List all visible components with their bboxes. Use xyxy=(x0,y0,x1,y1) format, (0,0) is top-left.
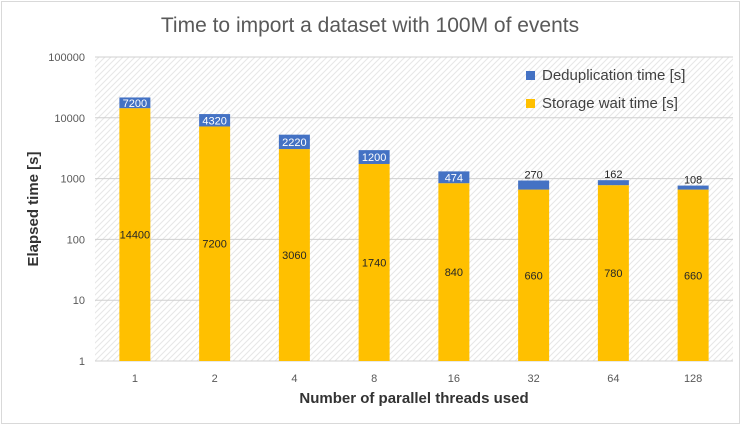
bar-deduplication xyxy=(119,97,151,109)
data-label-deduplication: 162 xyxy=(604,169,622,181)
data-label-storage-wait: 660 xyxy=(524,270,542,282)
data-label-storage-wait: 1740 xyxy=(362,257,386,269)
y-tick-labels: 1 10 100 1000 10000 100000 xyxy=(48,52,85,368)
y-tick-label: 1000 xyxy=(61,174,85,186)
bar-storage-wait xyxy=(278,149,310,361)
legend-label: Storage wait time [s] xyxy=(542,95,678,112)
bar-storage-wait xyxy=(438,183,470,361)
legend-label: Deduplication time [s] xyxy=(542,67,685,84)
data-label-storage-wait: 7200 xyxy=(202,239,226,251)
y-tick-label: 1 xyxy=(79,356,85,368)
bar-storage-wait xyxy=(358,163,390,361)
x-tick-label: 64 xyxy=(607,373,619,385)
x-tick-label: 1 xyxy=(132,373,138,385)
x-tick-label: 128 xyxy=(684,373,702,385)
data-label-storage-wait: 14400 xyxy=(120,230,151,242)
x-tick-label: 32 xyxy=(528,373,540,385)
x-tick-labels: 1 2 4 8 16 32 64 128 xyxy=(132,373,702,385)
bar-deduplication xyxy=(677,185,709,190)
bar-deduplication xyxy=(358,150,390,164)
data-label-storage-wait: 840 xyxy=(445,267,463,279)
x-axis-label: Number of parallel threads used xyxy=(299,390,528,407)
bar-storage-wait xyxy=(597,185,629,361)
x-tick-label: 4 xyxy=(291,373,297,385)
data-label-deduplication: 474 xyxy=(445,172,463,184)
data-label-storage-wait: 660 xyxy=(684,270,702,282)
data-label-deduplication: 1200 xyxy=(362,152,386,164)
data-label-deduplication: 7200 xyxy=(123,98,147,110)
legend-swatch xyxy=(526,71,535,80)
bar-deduplication xyxy=(438,171,470,184)
bar-storage-wait xyxy=(199,126,231,361)
bar-deduplication xyxy=(518,180,550,190)
bar-deduplication xyxy=(199,114,231,127)
x-tick-label: 16 xyxy=(448,373,460,385)
y-tick-label: 10000 xyxy=(54,113,85,125)
chart-title: Time to import a dataset with 100M of ev… xyxy=(161,14,579,37)
data-label-deduplication: 108 xyxy=(684,175,702,187)
y-tick-label: 100 xyxy=(67,234,85,246)
bar-storage-wait xyxy=(119,108,151,361)
bar-storage-wait xyxy=(518,189,550,361)
x-tick-label: 2 xyxy=(212,373,218,385)
data-label-deduplication: 4320 xyxy=(202,115,226,127)
y-tick-label: 100000 xyxy=(48,52,85,64)
x-tick-label: 8 xyxy=(371,373,377,385)
legend: Deduplication time [s] Storage wait time … xyxy=(526,67,685,112)
data-label-storage-wait: 3060 xyxy=(282,250,306,262)
bar-storage-wait xyxy=(677,189,709,361)
bar-deduplication xyxy=(278,134,310,150)
data-label-deduplication: 270 xyxy=(524,170,542,182)
data-label-deduplication: 2220 xyxy=(282,137,306,149)
legend-swatch xyxy=(526,99,535,108)
data-label-storage-wait: 780 xyxy=(604,268,622,280)
bars: 14400 7200 7200 4320 3060 2220 1740 1200 840 474 6… xyxy=(119,97,709,361)
y-tick-label: 10 xyxy=(73,295,85,307)
y-axis-label: Elapsed time [s] xyxy=(25,151,42,266)
bar-deduplication xyxy=(597,180,629,186)
